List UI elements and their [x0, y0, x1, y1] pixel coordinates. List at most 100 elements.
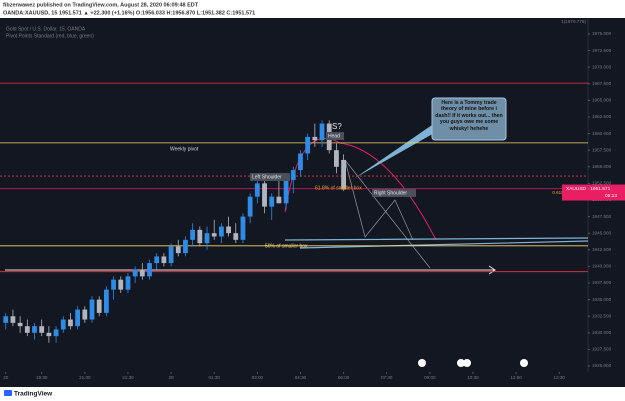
footer-bar	[0, 387, 625, 401]
candle-body	[24, 326, 30, 333]
candle-body	[17, 322, 23, 327]
x-tick-label: 01:30	[208, 375, 220, 380]
candle-body	[262, 183, 267, 207]
x-tick-label: 13:30	[553, 375, 565, 380]
candle-body	[305, 136, 311, 154]
arrow-line	[5, 265, 496, 275]
chart-background	[0, 18, 625, 387]
x-tick-label: 04:30	[295, 375, 307, 380]
candle-body	[247, 196, 253, 217]
candle-body	[39, 326, 45, 333]
candle-body	[161, 256, 167, 264]
x-tick-label: 10:30	[467, 375, 479, 380]
candle-body	[233, 233, 239, 240]
candle-body	[139, 269, 145, 277]
annotation: Left Shoulder	[252, 174, 282, 180]
y-tick-label: 1937.500	[592, 280, 612, 285]
y-tick-label: 1952.500	[592, 181, 612, 186]
candle-body	[319, 123, 325, 141]
label-box	[326, 132, 344, 140]
annotation: Right Shoulder	[374, 190, 407, 196]
candle-body	[89, 299, 95, 320]
y-tick-label: 1972.500	[592, 48, 612, 53]
candle-body	[46, 332, 52, 337]
brand-logo	[4, 390, 12, 396]
y-tick-label: 1925.000	[592, 363, 612, 368]
candle-body	[125, 276, 131, 290]
x-tick-label: 21:00	[79, 375, 91, 380]
symbol-line: OANDA:XAUUSD, 15 1951.571 ▲ +22.300 (+1.…	[3, 10, 255, 16]
candle-body	[10, 316, 16, 323]
candle-body	[341, 159, 346, 190]
candle-body	[68, 319, 73, 327]
candle-body	[276, 196, 282, 204]
label-box	[372, 189, 416, 197]
candle-body	[298, 153, 303, 171]
x-tick-label: 06:00	[338, 375, 350, 380]
chart-subtitle: Pivot Points Standard (red, blue, green)	[6, 33, 94, 39]
candle-body	[103, 289, 109, 313]
trend-lines	[284, 237, 589, 249]
y-tick-label: 1970.000	[592, 64, 612, 69]
candle-body	[132, 269, 138, 277]
pattern-lines	[344, 159, 431, 269]
annotation: 61.8% of smaller box	[315, 185, 362, 191]
candle-body	[147, 263, 152, 277]
x-tick-label: 12:00	[510, 375, 522, 380]
y-tick-label: 1955.000	[592, 164, 612, 169]
x-tick-label: 09:00	[424, 375, 436, 380]
x-tick-label: 20	[3, 375, 9, 380]
candle-body	[175, 246, 181, 254]
chart-title: Gold Spot / U.S. Dollar, 15, OANDA	[6, 26, 86, 32]
y-tick-label: 1940.000	[592, 264, 612, 269]
candle-body	[218, 226, 224, 237]
candle-body	[82, 309, 88, 320]
candle-body	[183, 239, 188, 254]
price-tag: XAUUSD · 1951.571	[566, 186, 611, 192]
callout-box	[431, 97, 507, 141]
label-box	[250, 173, 290, 181]
y-tick-label: 1927.500	[592, 347, 612, 352]
candle-body	[254, 183, 260, 197]
candle-body	[226, 226, 231, 234]
candle-body	[32, 326, 37, 333]
candle-body	[118, 279, 124, 290]
candle-body	[190, 229, 196, 240]
callout-pointer	[355, 125, 436, 178]
y-tick-label: 1957.500	[592, 147, 612, 152]
y-tick-label: 1960.000	[592, 131, 612, 136]
y-tick-label: 1930.000	[592, 330, 612, 335]
candle-body	[154, 256, 160, 264]
candle-body	[204, 233, 210, 244]
candle-body	[211, 233, 217, 237]
y-tick-label: 1935.000	[592, 297, 612, 302]
y-tick-label: 1932.500	[592, 313, 612, 318]
candle-body	[240, 216, 246, 240]
annotation: S?	[332, 122, 342, 131]
candle-body	[53, 329, 59, 337]
candle-body	[312, 136, 318, 141]
brand: TradingView	[14, 391, 53, 398]
y-tick-label: 1942.500	[592, 247, 612, 252]
publisher: fibzerwawez published on TradingView.com…	[3, 2, 199, 8]
annotation: 50% of smaller box	[265, 243, 308, 249]
x-tick-label: 19:30	[36, 375, 48, 380]
candle-body	[75, 309, 81, 327]
callout-text: Here is a Tommy trade theory of mine bef…	[435, 100, 503, 132]
candle-body	[197, 229, 203, 244]
x-tick-label: 03:00	[252, 375, 264, 380]
x-tick-label: 28	[169, 375, 175, 380]
price-countdown: 05:13	[605, 193, 617, 199]
y-tick-label: 1962.500	[592, 114, 612, 119]
y-tick-label: 1947.500	[592, 214, 612, 219]
annotation: Weekly pivot	[170, 146, 199, 152]
candle-body	[283, 180, 289, 204]
y-tick-label: 1967.500	[592, 81, 612, 86]
candle-body	[334, 150, 339, 167]
event-icons	[418, 359, 528, 367]
candle-body	[111, 279, 116, 290]
x-tick-label: 07:30	[381, 375, 393, 380]
y-tick-label: 1965.000	[592, 98, 612, 103]
